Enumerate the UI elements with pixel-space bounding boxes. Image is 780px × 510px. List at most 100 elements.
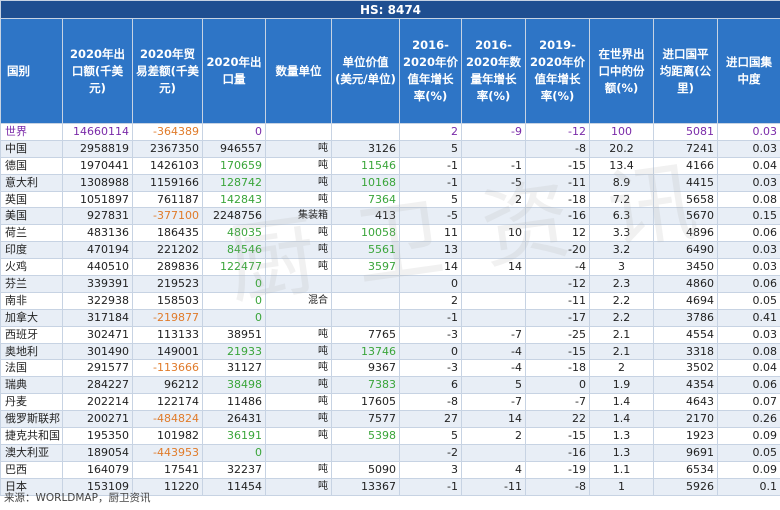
header-avg-distance: 进口国平均距离(公里)	[653, 18, 718, 124]
cell-share: 13.4	[589, 156, 654, 175]
cell-export: 2958819	[62, 139, 133, 158]
cell-unit: 吨	[265, 139, 332, 158]
cell-share: 3.2	[589, 241, 654, 260]
cell-distance: 5670	[653, 207, 718, 226]
cell-value-growth-5y: 5	[399, 190, 462, 209]
header-trade-balance: 2020年贸易差额(千美元)	[132, 18, 203, 124]
cell-value-growth-1y: -20	[525, 241, 590, 260]
cell-distance: 4354	[653, 376, 718, 395]
cell-qty: 11454	[202, 477, 266, 496]
cell-qty: 48035	[202, 224, 266, 243]
cell-unit-value: 7577	[331, 410, 400, 429]
cell-distance: 9691	[653, 443, 718, 462]
cell-unit-value: 7383	[331, 376, 400, 395]
cell-unit: 吨	[265, 410, 332, 429]
cell-concentration: 0.03	[717, 139, 780, 158]
cell-value-growth-5y: -3	[399, 359, 462, 378]
cell-unit-value: 11546	[331, 156, 400, 175]
cell-concentration: 0.03	[717, 258, 780, 277]
cell-value-growth-1y: -8	[525, 139, 590, 158]
table-row: 火鸡 440510 289836 122477 吨 3597 14 14 -4 3 3450 0.03	[0, 258, 780, 277]
cell-value-growth-1y: -4	[525, 258, 590, 277]
cell-distance: 5926	[653, 477, 718, 496]
cell-value-growth-1y: 12	[525, 224, 590, 243]
table-row: 奥地利 301490 149001 21933 吨 13746 0 -4 -15 2.1 3318 0…	[0, 342, 780, 361]
cell-export: 14660114	[62, 123, 133, 141]
cell-unit: 吨	[265, 460, 332, 479]
cell-balance: 1426103	[132, 156, 203, 175]
cell-share: 1.4	[589, 393, 654, 412]
cell-export: 317184	[62, 308, 133, 327]
table-row: 日本 153109 11220 11454 吨 13367 -1 -11 -8 1 5926 0.1	[0, 477, 780, 496]
cell-share: 2.2	[589, 308, 654, 327]
cell-country: 意大利	[0, 173, 63, 192]
cell-concentration: 0.04	[717, 359, 780, 378]
cell-value-growth-1y: -15	[525, 156, 590, 175]
table-row: 俄罗斯联邦 200271 -484824 26431 吨 7577 27 14 22 1.4 217…	[0, 410, 780, 429]
cell-qty: 0	[202, 123, 266, 141]
cell-share: 100	[589, 123, 654, 141]
cell-unit-value: 13746	[331, 342, 400, 361]
cell-country: 瑞典	[0, 376, 63, 395]
cell-value-growth-1y: -12	[525, 123, 590, 141]
cell-qty: 0	[202, 275, 266, 293]
cell-distance: 6534	[653, 460, 718, 479]
cell-qty: 84546	[202, 241, 266, 260]
cell-value-growth-5y: 14	[399, 258, 462, 277]
cell-export: 195350	[62, 427, 133, 445]
cell-concentration: 0.09	[717, 460, 780, 479]
table-row: 荷兰 483136 186435 48035 吨 10058 11 10 12 3.3 4896 0.…	[0, 224, 780, 243]
table-row: 瑞典 284227 96212 38498 吨 7383 6 5 0 1.9 4354 0.06	[0, 376, 780, 395]
cell-distance: 6490	[653, 241, 718, 260]
cell-country: 奥地利	[0, 342, 63, 361]
cell-unit-value	[331, 275, 400, 293]
cell-share: 1.3	[589, 443, 654, 462]
cell-qty-growth-5y: -9	[461, 123, 526, 141]
cell-country: 德国	[0, 156, 63, 175]
cell-concentration: 0.08	[717, 190, 780, 209]
cell-unit: 吨	[265, 427, 332, 445]
cell-unit: 吨	[265, 156, 332, 175]
cell-export: 1308988	[62, 173, 133, 192]
cell-value-growth-5y: -2	[399, 443, 462, 462]
cell-country: 南非	[0, 291, 63, 310]
cell-qty-growth-5y: 14	[461, 410, 526, 429]
cell-value-growth-5y: -1	[399, 477, 462, 496]
cell-country: 丹麦	[0, 393, 63, 412]
cell-qty-growth-5y: -4	[461, 359, 526, 378]
cell-concentration: 0.1	[717, 477, 780, 496]
cell-export: 291577	[62, 359, 133, 378]
cell-qty-growth-5y	[461, 241, 526, 260]
cell-balance: -484824	[132, 410, 203, 429]
cell-value-growth-5y: 0	[399, 275, 462, 293]
cell-concentration: 0.15	[717, 207, 780, 226]
cell-balance: 289836	[132, 258, 203, 277]
cell-value-growth-1y: -11	[525, 173, 590, 192]
cell-value-growth-1y: -8	[525, 477, 590, 496]
cell-share: 1.3	[589, 427, 654, 445]
cell-unit-value	[331, 291, 400, 310]
cell-share: 3.3	[589, 224, 654, 243]
cell-concentration: 0.03	[717, 173, 780, 192]
table-row: 法国 291577 -113666 31127 吨 9367 -3 -4 -18 2 3502 0.0…	[0, 359, 780, 378]
cell-qty-growth-5y: -11	[461, 477, 526, 496]
cell-unit	[265, 123, 332, 141]
cell-balance: -113666	[132, 359, 203, 378]
cell-country: 巴西	[0, 460, 63, 479]
cell-qty: 36191	[202, 427, 266, 445]
header-country: 国别	[0, 18, 63, 124]
cell-unit-value: 10168	[331, 173, 400, 192]
cell-unit-value: 7364	[331, 190, 400, 209]
cell-value-growth-1y: 22	[525, 410, 590, 429]
header-qty-growth-5y: 2016-2020年数量年增长率(%)	[461, 18, 526, 124]
cell-unit-value: 13367	[331, 477, 400, 496]
table-row: 西班牙 302471 113133 38951 吨 7765 -3 -7 -25 2.1 4554 0…	[0, 325, 780, 344]
cell-country: 中国	[0, 139, 63, 158]
cell-concentration: 0.41	[717, 308, 780, 327]
cell-country: 捷克共和国	[0, 427, 63, 445]
cell-country: 印度	[0, 241, 63, 260]
cell-unit: 吨	[265, 342, 332, 361]
cell-concentration: 0.06	[717, 376, 780, 395]
cell-concentration: 0.06	[717, 275, 780, 293]
cell-unit-value	[331, 308, 400, 327]
